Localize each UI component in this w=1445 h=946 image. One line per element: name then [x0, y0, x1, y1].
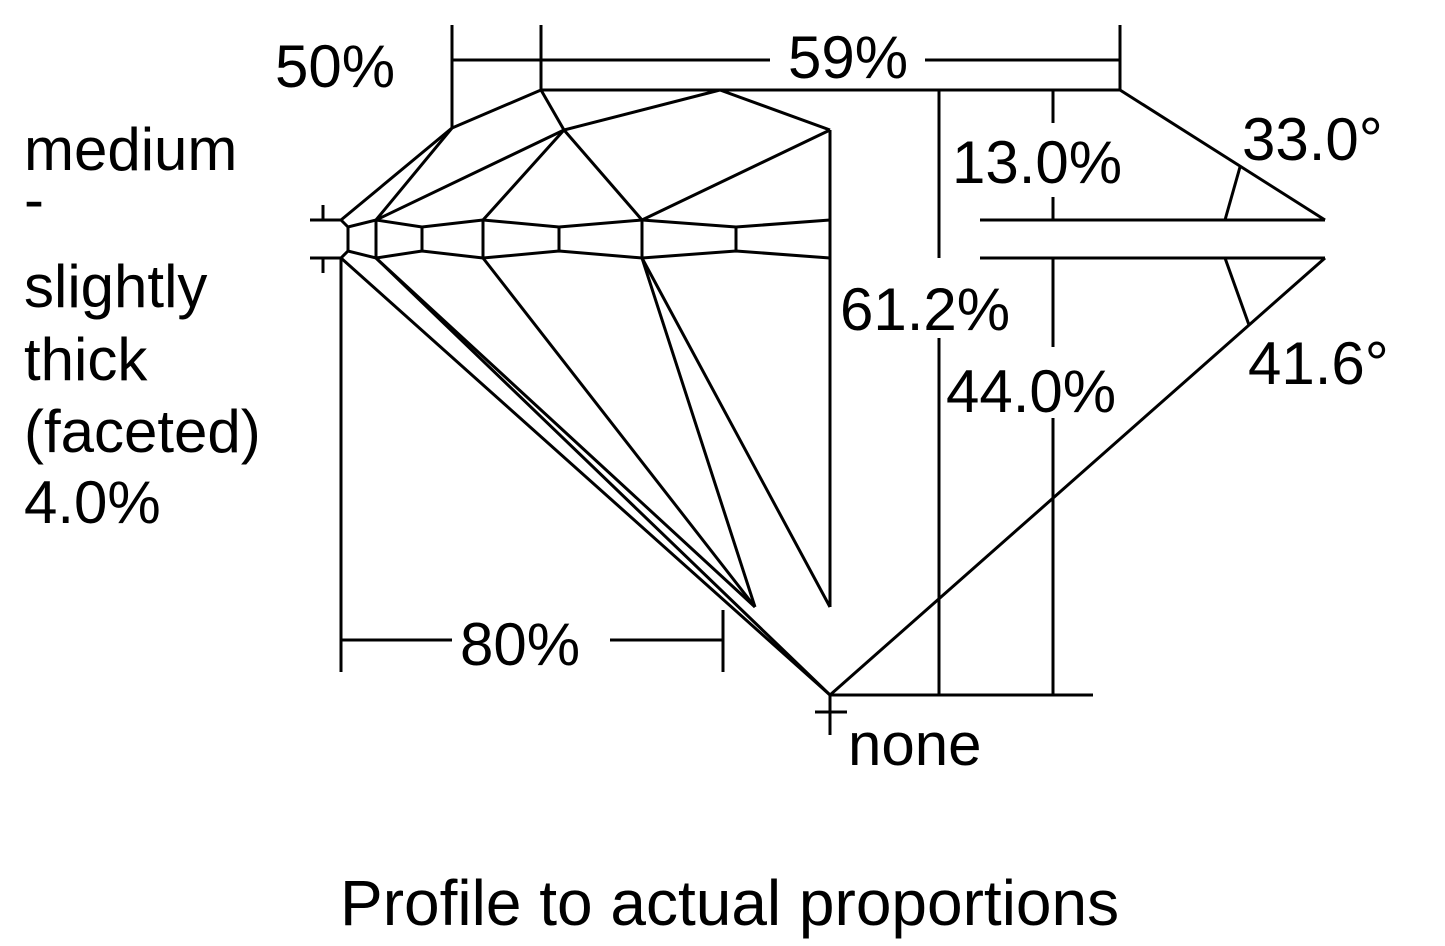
- pavilion-depth-label: 44.0%: [946, 358, 1116, 425]
- girdle-line: thick: [24, 326, 148, 393]
- girdle-line: 4.0%: [24, 469, 161, 536]
- dimension-lines: [341, 25, 1122, 735]
- total-depth-label: 61.2%: [840, 276, 1010, 343]
- girdle-line: medium: [24, 116, 237, 183]
- crown-angle-label: 33.0°: [1242, 106, 1383, 173]
- girdle-label: medium - slightly thick (faceted) 4.0%: [24, 116, 261, 536]
- right-profile: [829, 88, 1326, 697]
- crown-height-label: 13.0%: [952, 129, 1122, 196]
- pavilion-angle-label: 41.6°: [1248, 330, 1389, 397]
- girdle-line: -: [24, 166, 44, 233]
- girdle-line: slightly: [24, 253, 207, 320]
- lower-half-label: 80%: [460, 611, 580, 678]
- caption: Profile to actual proportions: [340, 867, 1119, 939]
- crown-star-label: 50%: [275, 33, 395, 100]
- girdle-facets: [339, 218, 832, 260]
- pavilion-facets: [340, 256, 832, 697]
- culet-label: none: [848, 711, 981, 778]
- girdle-line: (faceted): [24, 398, 261, 465]
- girdle-markers: [310, 205, 343, 672]
- table-label: 59%: [788, 24, 908, 91]
- crown-facets: [340, 88, 1120, 222]
